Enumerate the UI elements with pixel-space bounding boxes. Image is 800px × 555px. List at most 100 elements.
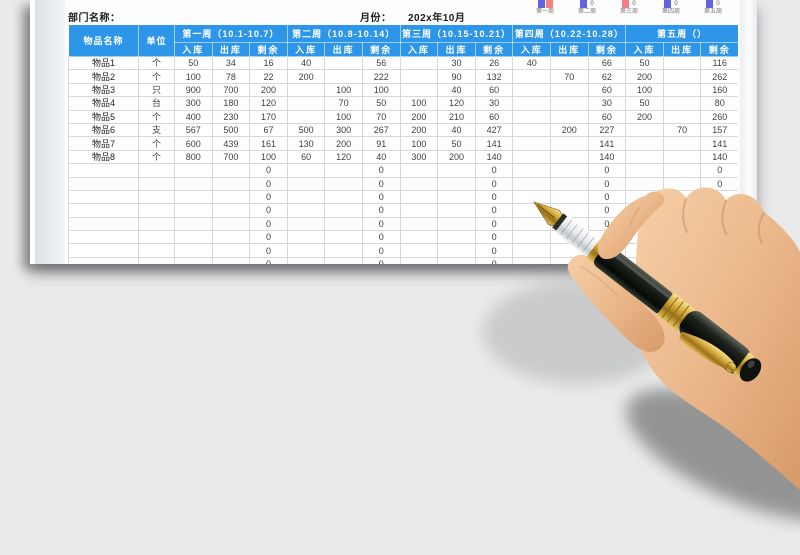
value-cell[interactable]: 132 bbox=[474, 69, 514, 84]
value-cell[interactable]: 100 bbox=[399, 136, 439, 151]
value-cell[interactable]: 70 bbox=[550, 69, 589, 84]
value-cell[interactable] bbox=[662, 243, 702, 258]
value-cell[interactable]: 200 bbox=[249, 82, 288, 98]
value-cell[interactable] bbox=[174, 203, 213, 218]
value-cell[interactable] bbox=[437, 189, 476, 205]
value-cell[interactable] bbox=[174, 256, 213, 264]
value-cell[interactable]: 0 bbox=[361, 189, 401, 205]
value-cell[interactable]: 0 bbox=[700, 176, 738, 191]
value-cell[interactable]: 100 bbox=[399, 96, 439, 111]
value-cell[interactable]: 500 bbox=[211, 122, 251, 138]
value-cell[interactable]: 161 bbox=[249, 136, 288, 151]
value-cell[interactable]: 40 bbox=[437, 122, 476, 138]
unit-cell[interactable]: 个 bbox=[138, 55, 175, 71]
value-cell[interactable]: 0 bbox=[249, 230, 288, 245]
value-cell[interactable]: 0 bbox=[361, 203, 401, 218]
column-header-item[interactable]: 物品名称 bbox=[68, 24, 139, 57]
value-cell[interactable] bbox=[437, 256, 476, 264]
value-cell[interactable]: 0 bbox=[474, 189, 514, 205]
value-cell[interactable]: 60 bbox=[286, 149, 326, 165]
unit-cell[interactable]: 个 bbox=[138, 69, 175, 84]
value-cell[interactable]: 200 bbox=[286, 69, 326, 84]
value-cell[interactable] bbox=[286, 203, 326, 218]
value-cell[interactable]: 0 bbox=[587, 216, 627, 232]
value-cell[interactable] bbox=[286, 230, 326, 245]
item-name-cell[interactable]: 物品5 bbox=[68, 109, 139, 124]
week-header[interactable]: 第五周（） bbox=[625, 24, 738, 43]
value-cell[interactable]: 170 bbox=[249, 109, 288, 124]
value-cell[interactable] bbox=[550, 136, 589, 151]
value-cell[interactable]: 0 bbox=[474, 176, 514, 191]
value-cell[interactable]: 56 bbox=[361, 55, 401, 71]
value-cell[interactable] bbox=[662, 96, 702, 111]
value-cell[interactable]: 0 bbox=[587, 176, 627, 191]
value-cell[interactable] bbox=[399, 82, 439, 98]
value-cell[interactable]: 262 bbox=[700, 69, 738, 84]
value-cell[interactable]: 0 bbox=[361, 216, 401, 232]
value-cell[interactable] bbox=[211, 203, 251, 218]
value-cell[interactable] bbox=[625, 256, 664, 264]
value-cell[interactable]: 300 bbox=[399, 149, 439, 165]
value-cell[interactable]: 200 bbox=[550, 122, 589, 138]
value-cell[interactable] bbox=[512, 136, 552, 151]
value-cell[interactable]: 200 bbox=[625, 69, 664, 84]
value-cell[interactable]: 427 bbox=[474, 122, 514, 138]
value-cell[interactable] bbox=[399, 189, 439, 205]
value-cell[interactable] bbox=[437, 216, 476, 232]
item-name-cell[interactable]: 物品2 bbox=[68, 69, 139, 84]
value-cell[interactable] bbox=[662, 136, 702, 151]
unit-cell[interactable]: 台 bbox=[138, 96, 175, 111]
item-name-cell[interactable] bbox=[68, 230, 139, 245]
subcolumn-header[interactable]: 入库 bbox=[399, 42, 439, 57]
value-cell[interactable] bbox=[550, 109, 589, 124]
value-cell[interactable] bbox=[662, 69, 702, 84]
value-cell[interactable]: 60 bbox=[474, 82, 514, 98]
value-cell[interactable]: 200 bbox=[625, 109, 664, 124]
unit-cell[interactable]: 个 bbox=[138, 109, 175, 124]
value-cell[interactable]: 60 bbox=[587, 82, 627, 98]
value-cell[interactable]: 140 bbox=[700, 149, 738, 165]
value-cell[interactable] bbox=[286, 243, 326, 258]
value-cell[interactable] bbox=[211, 256, 251, 264]
value-cell[interactable]: 222 bbox=[361, 69, 401, 84]
value-cell[interactable] bbox=[399, 69, 439, 84]
value-cell[interactable]: 300 bbox=[324, 122, 363, 138]
value-cell[interactable] bbox=[512, 243, 552, 258]
value-cell[interactable]: 200 bbox=[399, 109, 439, 124]
unit-cell[interactable]: 只 bbox=[138, 82, 175, 98]
value-cell[interactable]: 0 bbox=[700, 189, 738, 205]
item-name-cell[interactable] bbox=[68, 176, 139, 191]
value-cell[interactable] bbox=[625, 230, 664, 245]
value-cell[interactable] bbox=[625, 122, 664, 138]
subcolumn-header[interactable]: 剩余 bbox=[700, 42, 738, 57]
value-cell[interactable]: 157 bbox=[700, 122, 738, 138]
value-cell[interactable]: 67 bbox=[249, 122, 288, 138]
value-cell[interactable]: 50 bbox=[625, 96, 664, 111]
value-cell[interactable]: 0 bbox=[361, 230, 401, 245]
value-cell[interactable]: 141 bbox=[700, 136, 738, 151]
value-cell[interactable] bbox=[662, 189, 702, 205]
subcolumn-header[interactable]: 出库 bbox=[662, 42, 702, 57]
value-cell[interactable]: 40 bbox=[286, 55, 326, 71]
week-header[interactable]: 第三周（10.15-10.21） bbox=[399, 24, 514, 43]
value-cell[interactable] bbox=[286, 163, 326, 178]
value-cell[interactable]: 0 bbox=[474, 243, 514, 258]
value-cell[interactable] bbox=[324, 243, 363, 258]
value-cell[interactable]: 0 bbox=[587, 256, 627, 264]
value-cell[interactable] bbox=[512, 256, 552, 264]
value-cell[interactable]: 90 bbox=[437, 69, 476, 84]
value-cell[interactable]: 0 bbox=[474, 203, 514, 218]
value-cell[interactable] bbox=[662, 163, 702, 178]
value-cell[interactable] bbox=[625, 216, 664, 232]
value-cell[interactable]: 100 bbox=[361, 82, 401, 98]
subcolumn-header[interactable]: 剩余 bbox=[474, 42, 514, 57]
value-cell[interactable] bbox=[437, 230, 476, 245]
value-cell[interactable] bbox=[662, 82, 702, 98]
value-cell[interactable]: 0 bbox=[587, 230, 627, 245]
value-cell[interactable] bbox=[174, 230, 213, 245]
subcolumn-header[interactable]: 剩余 bbox=[249, 42, 288, 57]
value-cell[interactable] bbox=[550, 96, 589, 111]
value-cell[interactable]: 267 bbox=[361, 122, 401, 138]
value-cell[interactable]: 70 bbox=[324, 96, 363, 111]
subcolumn-header[interactable]: 入库 bbox=[625, 42, 664, 57]
